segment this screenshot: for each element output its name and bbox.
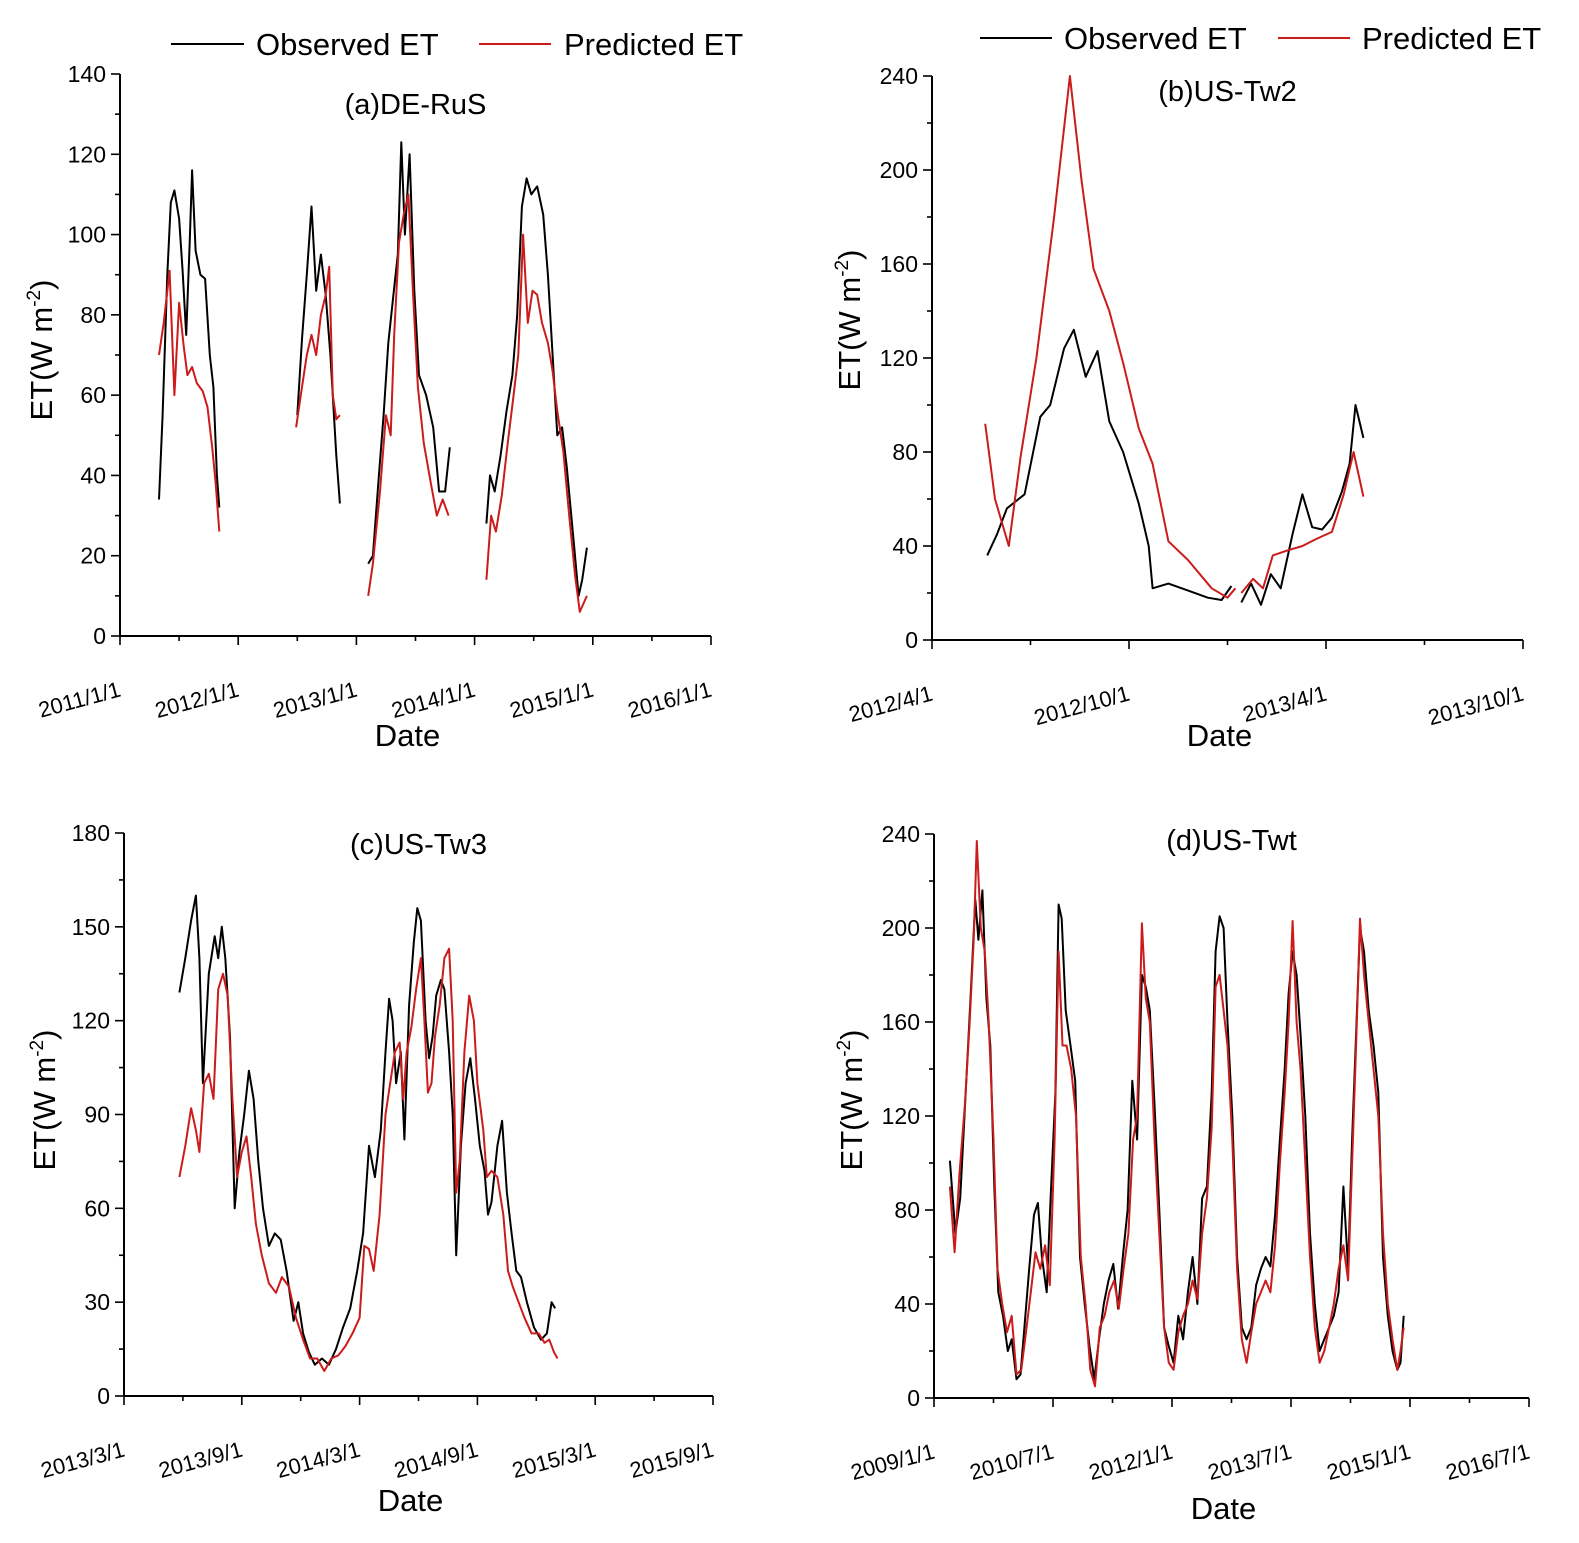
predicted-et-line (984, 75, 1237, 599)
y-axis-label: ET(W m-2) (27, 1030, 62, 1171)
x-axis-label: Date (375, 718, 440, 753)
y-tick-label: 120 (880, 345, 918, 371)
x-tick-label: 2013/1/1 (271, 677, 360, 723)
predicted-et-line (367, 193, 450, 597)
y-tick-label: 30 (84, 1289, 110, 1315)
observed-et-line (948, 889, 1405, 1381)
y-tick-label: 180 (72, 820, 110, 846)
chart-panel-1: 0 20 40 60 80 100 120 140 2011/1/1 2012/1/1 2013/1… (24, 27, 743, 753)
y-axis-label: ET(W m-2) (834, 1030, 869, 1171)
y-tick-label: 80 (894, 1197, 920, 1223)
y-tick-label: 80 (80, 302, 106, 328)
observed-et-line (485, 177, 588, 597)
x-axis-label: Date (1191, 1491, 1256, 1526)
x-tick-label: 2013/7/1 (1205, 1439, 1294, 1485)
y-tick-label: 240 (880, 63, 918, 89)
y-tick-label: 40 (894, 1291, 920, 1317)
panel-title: (a)DE-RuS (345, 89, 487, 121)
panel-title: (b)US-Tw2 (1158, 76, 1297, 108)
x-axis-label: Date (1187, 718, 1252, 753)
predicted-et-line (1240, 451, 1365, 594)
observed-et-line (178, 894, 556, 1366)
x-tick-label: 2012/10/1 (1031, 681, 1132, 730)
x-tick-label: 2015/9/1 (627, 1437, 716, 1483)
panel-title: (d)US-Twt (1166, 825, 1297, 857)
observed-et-line (986, 328, 1233, 601)
x-tick-label: 2010/7/1 (967, 1439, 1056, 1485)
y-tick-label: 40 (892, 533, 918, 559)
y-tick-label: 0 (97, 1383, 110, 1409)
chart-panel-3: 0 30 60 90 120 150 180 2013/3/1 2013/9/1 2014/3/1… (27, 820, 716, 1518)
y-axis-label: ET(W m-2) (24, 280, 59, 421)
x-tick-label: 2009/1/1 (848, 1439, 937, 1485)
x-tick-label: 2016/7/1 (1443, 1439, 1532, 1485)
legend-observed-label: Observed ET (256, 27, 439, 62)
legend-observed-label: Observed ET (1064, 21, 1247, 56)
x-tick-label: 2011/1/1 (36, 677, 124, 723)
x-tick-label: 2014/1/1 (389, 677, 478, 723)
x-tick-label: 2014/3/1 (274, 1437, 363, 1483)
x-tick-label: 2012/1/1 (1086, 1439, 1175, 1485)
y-tick-label: 240 (882, 821, 920, 847)
y-tick-label: 90 (84, 1102, 110, 1128)
predicted-et-line (485, 233, 588, 613)
y-tick-label: 20 (80, 543, 106, 569)
x-axis-label: Date (378, 1483, 443, 1518)
x-tick-label: 2013/10/1 (1425, 681, 1526, 730)
legend-predicted-label: Predicted ET (564, 27, 743, 62)
x-tick-label: 2013/9/1 (156, 1437, 245, 1483)
x-tick-label: 2012/4/1 (846, 681, 935, 727)
x-tick-label: 2013/4/1 (1240, 681, 1329, 727)
chart-panel-2: 0 40 80 120 160 200 240 2012/4/1 2012/10/1 2013/4… (832, 21, 1541, 753)
y-tick-label: 140 (68, 61, 106, 87)
y-tick-label: 80 (892, 439, 918, 465)
y-axis-label: ET(W m-2) (832, 250, 867, 391)
observed-et-line (158, 169, 221, 508)
legend: Observed ET Predicted ET (980, 21, 1541, 56)
predicted-et-line (948, 840, 1405, 1388)
x-tick-label: 2015/3/1 (509, 1437, 598, 1483)
panel-title: (c)US-Tw3 (350, 829, 487, 861)
observed-et-line (367, 141, 451, 565)
y-tick-label: 60 (80, 382, 106, 408)
x-tick-label: 2016/1/1 (625, 677, 714, 723)
predicted-et-line (158, 269, 221, 532)
y-tick-label: 120 (72, 1008, 110, 1034)
legend: Observed ET Predicted ET (171, 27, 743, 62)
x-tick-label: 2014/9/1 (392, 1437, 481, 1483)
y-tick-label: 0 (905, 627, 918, 653)
y-tick-label: 40 (80, 462, 106, 488)
predicted-et-line (178, 947, 559, 1372)
y-tick-label: 150 (72, 914, 110, 940)
y-tick-label: 100 (68, 222, 106, 248)
chart-panel-4: 0 40 80 120 160 200 240 2009/1/1 2010/7/1 2012/1/… (834, 821, 1532, 1526)
y-tick-label: 200 (880, 157, 918, 183)
x-tick-label: 2015/1/1 (507, 677, 596, 723)
y-tick-label: 160 (882, 1009, 920, 1035)
observed-et-line (296, 205, 341, 504)
x-tick-label: 2012/1/1 (152, 677, 241, 723)
y-tick-label: 200 (882, 915, 920, 941)
predicted-et-line (295, 265, 341, 428)
y-tick-label: 160 (880, 251, 918, 277)
y-tick-label: 60 (84, 1195, 110, 1221)
legend-predicted-label: Predicted ET (1362, 21, 1541, 56)
y-tick-label: 0 (907, 1385, 920, 1411)
x-tick-label: 2015/1/1 (1324, 1439, 1413, 1485)
observed-et-line (1240, 404, 1365, 606)
y-tick-label: 120 (882, 1103, 920, 1129)
x-tick-label: 2013/3/1 (38, 1437, 127, 1483)
y-tick-label: 0 (93, 623, 106, 649)
y-tick-label: 120 (68, 141, 106, 167)
